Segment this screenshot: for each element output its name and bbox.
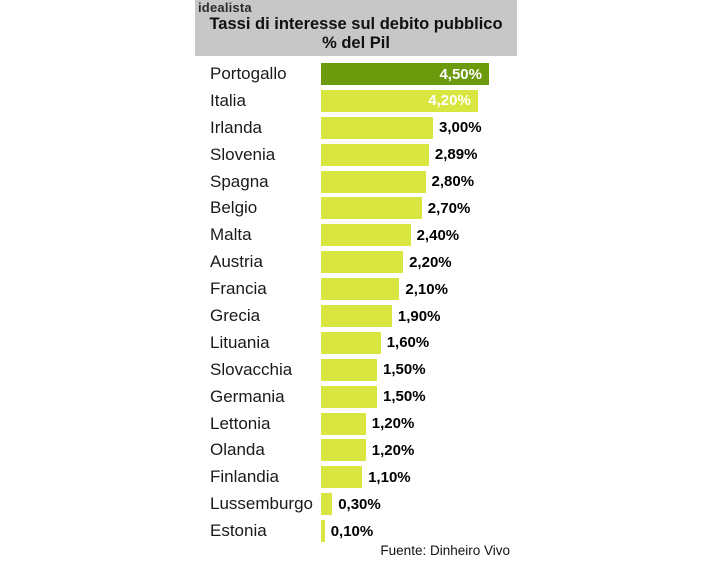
bar [321, 412, 366, 435]
bar: 4,20% [321, 89, 478, 112]
chart-row: Germania 1,50% [210, 385, 489, 408]
value-label: 2,89% [434, 146, 478, 164]
country-label: Finlandia [210, 467, 279, 487]
chart-row: Spagna 2,80% [210, 170, 489, 193]
chart-row: Estonia 0,10% [210, 520, 489, 543]
chart-row: Malta 2,40% [210, 224, 489, 247]
country-label: Lettonia [210, 413, 271, 433]
chart-row: Slovenia 2,89% [210, 143, 489, 166]
chart-subtitle: % del Pil [322, 34, 390, 52]
chart-row: Portogallo 4,50% [210, 63, 489, 85]
title-block: Tassi di interesse sul debito pubblico %… [195, 15, 517, 53]
country-label: Spagna [210, 171, 269, 191]
bar [321, 197, 422, 220]
country-label: Italia [210, 90, 246, 110]
country-label: Malta [210, 225, 252, 245]
value-label: 2,70% [427, 199, 471, 217]
bar-chart: Portogallo 4,50% Italia 4,20% Irlanda 3,00% Sl… [210, 63, 489, 547]
chart-row: Lussemburgo 0,30% [210, 493, 489, 516]
bar-area: 2,80% [321, 170, 475, 193]
idealista-logo: idealista [198, 0, 252, 15]
country-label: Slovenia [210, 144, 276, 164]
chart-row: Italia 4,20% [210, 89, 489, 112]
chart-row: Finlandia 1,10% [210, 466, 489, 489]
country-label: Lussemburgo [210, 494, 314, 514]
country-label: Austria [210, 252, 263, 272]
country-label: Belgio [210, 198, 258, 218]
bar-area: 2,10% [321, 278, 448, 301]
bar-highlight: 4,50% [321, 63, 489, 85]
chart-row: Olanda 1,20% [210, 439, 489, 462]
value-label: 4,20% [428, 92, 471, 110]
value-label: 4,50% [439, 65, 482, 83]
bar-area: 1,60% [321, 331, 430, 354]
bar-area: 2,20% [321, 251, 452, 274]
bar [321, 439, 366, 462]
bar [321, 305, 392, 328]
country-label: Slovacchia [210, 359, 293, 379]
chart-row: Lettonia 1,20% [210, 412, 489, 435]
bar-area: 4,50% [321, 63, 489, 85]
chart-header: idealista Tassi di interesse sul debito … [195, 0, 517, 56]
bar-area: 0,30% [321, 493, 381, 516]
bar-area: 3,00% [321, 116, 482, 139]
chart-row: Belgio 2,70% [210, 197, 489, 220]
bar [321, 251, 404, 274]
value-label: 1,20% [371, 415, 415, 433]
bar-area: 1,50% [321, 385, 426, 408]
bar [321, 358, 377, 381]
bar [321, 331, 381, 354]
bar-area: 1,20% [321, 412, 415, 435]
value-label: 1,90% [397, 307, 441, 325]
bar-area: 4,20% [321, 89, 478, 112]
country-label: Germania [210, 386, 285, 406]
country-label: Lituania [210, 332, 270, 352]
value-label: 0,10% [330, 522, 374, 540]
country-label: Olanda [210, 440, 265, 460]
bar [321, 466, 363, 489]
country-label: Estonia [210, 521, 267, 541]
country-label: Portogallo [210, 64, 287, 83]
chart-title: Tassi di interesse sul debito pubblico [209, 15, 503, 33]
value-label: 2,20% [409, 253, 452, 271]
bar [321, 278, 400, 301]
chart-row: Grecia 1,90% [210, 305, 489, 328]
value-label: 1,50% [383, 388, 426, 406]
value-label: 1,10% [368, 468, 411, 486]
value-label: 1,50% [383, 361, 426, 379]
value-label: 1,60% [386, 334, 430, 352]
chart-row: Austria 2,20% [210, 251, 489, 274]
bar-area: 2,70% [321, 197, 471, 220]
bar-area: 0,10% [321, 520, 374, 543]
value-label: 2,40% [416, 226, 460, 244]
chart-row: Slovacchia 1,50% [210, 358, 489, 381]
bar [321, 170, 426, 193]
bar [321, 385, 377, 408]
chart-row: Irlanda 3,00% [210, 116, 489, 139]
value-label: 3,00% [439, 119, 482, 137]
bar-area: 1,10% [321, 466, 411, 489]
bar [321, 143, 429, 166]
country-label: Irlanda [210, 117, 262, 137]
bar [321, 116, 433, 139]
bar-area: 1,90% [321, 305, 441, 328]
chart-row: Lituania 1,60% [210, 331, 489, 354]
bar [321, 520, 325, 543]
country-label: Grecia [210, 306, 261, 326]
chart-row: Francia 2,10% [210, 278, 489, 301]
value-label: 1,20% [371, 441, 415, 459]
bar-area: 2,40% [321, 224, 460, 247]
bar [321, 493, 333, 516]
source-note: Fuente: Dinheiro Vivo [380, 543, 510, 558]
bar-area: 1,20% [321, 439, 415, 462]
country-label: Francia [210, 279, 267, 299]
value-label: 0,30% [338, 495, 381, 513]
bar [321, 224, 411, 247]
value-label: 2,80% [431, 173, 475, 191]
bar-area: 1,50% [321, 358, 426, 381]
bar-area: 2,89% [321, 143, 478, 166]
value-label: 2,10% [405, 280, 448, 298]
